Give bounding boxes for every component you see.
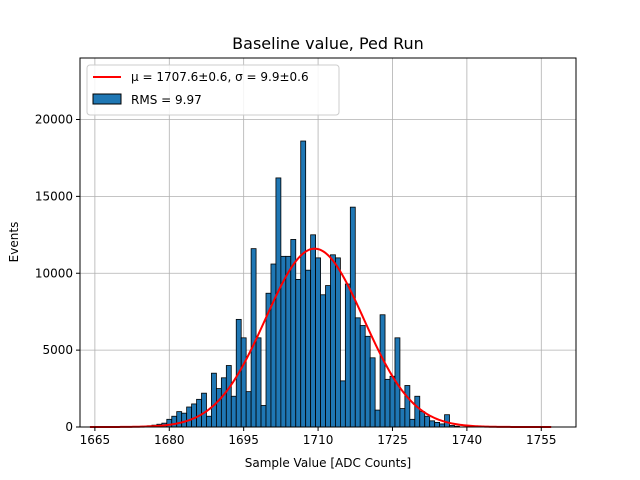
histogram-bar <box>399 408 406 428</box>
histogram-bar <box>424 415 431 428</box>
histogram-bar <box>201 392 207 428</box>
histogram-bar <box>225 365 232 428</box>
gaussian-fit-curve <box>89 247 552 428</box>
legend-hist-swatch <box>92 93 122 105</box>
chart-title: Baseline value, Ped Run <box>232 34 424 53</box>
histogram-bar <box>335 257 341 428</box>
histogram-bar <box>310 234 317 428</box>
x-axis-label: Sample Value [ADC Counts] <box>245 456 411 470</box>
histogram-bar <box>429 420 436 428</box>
y-tick-label: 15000 <box>35 189 73 203</box>
histogram-bar <box>295 278 302 428</box>
histogram-bar <box>404 385 411 428</box>
histogram-bar <box>379 314 386 428</box>
x-tick-label: 1725 <box>377 433 408 447</box>
histogram-bar <box>230 395 237 428</box>
x-tick-label: 1665 <box>80 433 111 447</box>
histogram-bar <box>191 403 197 428</box>
x-tick-label: 1710 <box>303 433 334 447</box>
axis-ticks: 1665 1680 1695 1710 1725 1740 1755 0 5000 10000 15… <box>35 113 557 448</box>
y-tick-label: 5000 <box>42 343 73 357</box>
histogram-bar <box>419 411 426 428</box>
histogram-bar <box>364 335 371 428</box>
histogram-bar <box>315 257 321 428</box>
histogram-bar <box>325 285 331 428</box>
histogram-bar <box>275 177 282 428</box>
histogram-bar <box>196 398 202 428</box>
legend: μ = 1707.6±0.6, σ = 9.9±0.6 RMS = 9.97 <box>86 64 340 116</box>
histogram-bar <box>374 409 381 428</box>
y-tick-label: 10000 <box>35 266 73 280</box>
x-tick-label: 1755 <box>526 433 557 447</box>
histogram-bar <box>359 325 366 428</box>
y-tick-label: 20000 <box>35 113 73 127</box>
histogram-bar <box>186 406 192 428</box>
x-tick-label: 1680 <box>154 433 185 447</box>
histogram-bar <box>285 255 292 428</box>
histogram-bar <box>330 254 336 428</box>
y-tick-label: 0 <box>65 420 73 434</box>
y-axis-label: Events <box>7 222 21 263</box>
histogram-bar <box>250 248 257 428</box>
histogram-bar <box>215 388 222 428</box>
histogram-bar <box>171 415 178 428</box>
histogram-bar <box>176 411 183 428</box>
x-tick-label: 1695 <box>228 433 259 447</box>
legend-hist-label: RMS = 9.97 <box>131 93 202 107</box>
histogram-bar <box>305 269 312 428</box>
histogram-bar <box>220 377 227 428</box>
histogram-bar <box>260 405 267 428</box>
plot-frame <box>79 57 577 428</box>
x-tick-label: 1740 <box>452 433 483 447</box>
legend-box <box>86 64 340 116</box>
histogram-bar <box>369 357 376 428</box>
histogram-bar <box>384 378 391 428</box>
histogram-bar <box>354 317 361 428</box>
histogram-bar <box>414 395 421 428</box>
histogram-bar <box>270 263 277 428</box>
histogram-bar <box>320 294 326 428</box>
histogram-bar <box>339 380 346 428</box>
histogram-bar <box>206 415 212 428</box>
histogram-bar <box>181 412 188 428</box>
histogram-bar <box>389 375 396 428</box>
histogram-bars <box>136 140 460 428</box>
histogram-bar <box>300 140 307 428</box>
histogram-bar <box>344 283 351 428</box>
histogram-bar <box>211 372 217 428</box>
histogram-bar <box>349 206 356 428</box>
legend-fit-label: μ = 1707.6±0.6, σ = 9.9±0.6 <box>131 70 309 84</box>
histogram-bar <box>255 337 262 428</box>
histogram-bar <box>434 421 441 428</box>
histogram-bar <box>240 337 247 428</box>
histogram-bar <box>409 418 416 428</box>
histogram-bar <box>245 391 252 428</box>
